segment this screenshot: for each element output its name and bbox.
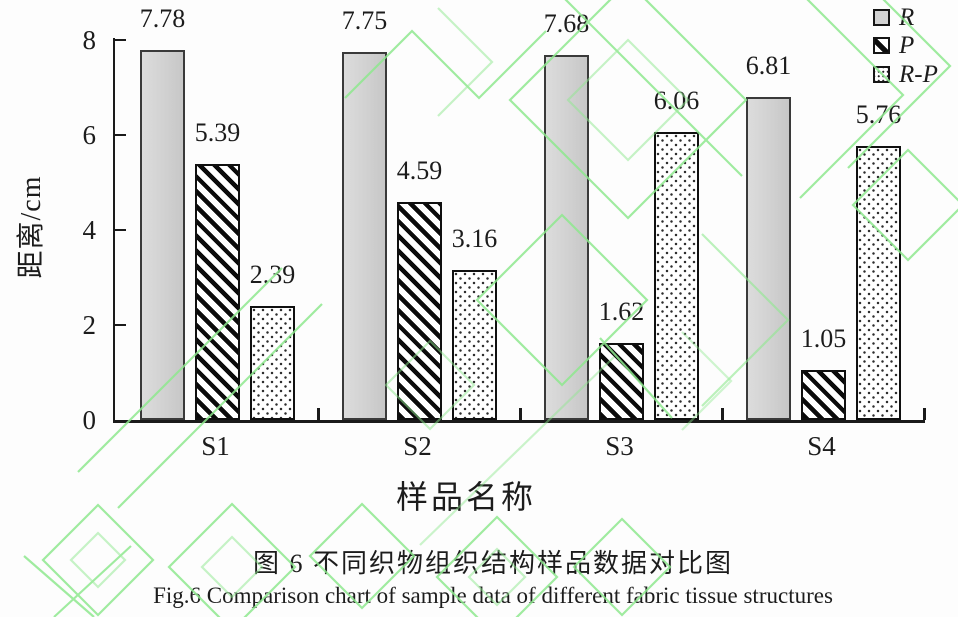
bar-value-label: 1.62 [598,297,645,327]
bar-value-label: 7.75 [341,5,388,35]
bar-R-S2 [342,51,387,420]
bar-R-P-S3 [654,132,699,420]
y-axis-title: 距离/cm [16,175,47,279]
legend-item: P [873,32,938,61]
legend-item: R-P [873,60,938,89]
x-tick-mark [721,408,724,420]
bar-value-label: 3.16 [451,223,498,253]
bar-value-label: 1.05 [800,324,847,354]
bar-P-S4 [801,370,846,420]
bar-R-S3 [544,55,589,420]
bar-R-P-S4 [856,146,901,420]
bar-R-S4 [746,96,791,420]
bar-value-label: 5.39 [194,117,241,147]
bar-value-label: 5.76 [855,100,902,130]
legend-swatch-P [873,37,890,55]
bar-value-label: 7.68 [543,9,590,39]
caption-chinese: 图 6 不同织物组织结构样品数据对比图 [252,549,733,578]
bar-R-P-S2 [452,269,497,420]
bar-value-label: 4.59 [396,155,443,185]
y-tick-mark [115,228,126,232]
y-tick-label: 6 [82,120,97,150]
bar-R-P-S1 [250,306,295,420]
y-tick-label: 8 [82,25,97,55]
bar-value-label: 7.78 [139,4,186,34]
legend-item: R [873,3,938,32]
x-tick-label: S2 [403,431,432,461]
x-tick-label: S3 [605,431,634,461]
x-axis-title: 样品名称 [395,479,536,515]
legend-label: P [899,32,915,60]
legend-swatch-R-P [873,65,890,83]
x-tick-label: S1 [201,431,230,461]
x-tick-label: S4 [807,431,836,461]
legend-label: R-P [899,60,938,88]
figure-captions: 图 6 不同织物组织结构样品数据对比图 Fig.6 Comparison cha… [14,549,958,609]
bar-value-label: 6.81 [745,50,792,80]
bar-value-label: 6.06 [653,86,700,116]
legend-label: R [899,3,915,31]
y-tick-mark [115,38,126,42]
y-tick-label: 2 [82,310,97,340]
y-tick-mark [115,323,126,327]
y-tick-label: 0 [82,405,97,435]
bar-value-label: 2.39 [249,260,296,290]
plot-area: 7.78 7.75 7.68 6.81 5.39 4.59 1.62 1.05 2.39 3.16… [113,5,926,423]
x-tick-mark [923,408,926,420]
bar-P-S3 [599,343,644,420]
caption-english: Fig.6 Comparison chart of sample data of… [153,583,833,608]
bar-P-S1 [195,163,240,420]
y-tick-label: 4 [82,215,97,245]
x-tick-mark [519,408,522,420]
y-tick-mark [115,133,126,137]
x-tick-mark [317,408,320,420]
legend-swatch-R [873,8,890,26]
bar-R-S1 [140,50,185,420]
legend: R P R-P [873,3,938,89]
